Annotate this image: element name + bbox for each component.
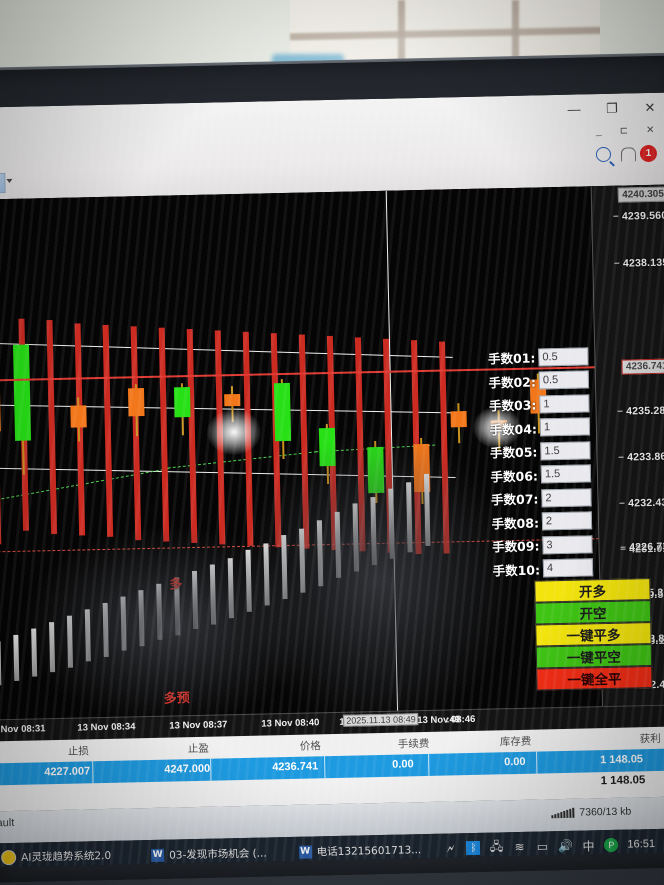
cell-swap: 0.00 [504, 755, 526, 769]
lot-label: 手数07: [490, 491, 539, 508]
wifi-icon[interactable]: ≋ [514, 839, 525, 855]
open-long-button[interactable]: 开多 [534, 578, 651, 603]
column-header-profit: 获利 [639, 732, 661, 746]
lot-input[interactable]: 1.5 [540, 441, 591, 461]
maximize-button[interactable]: ❐ [605, 100, 618, 116]
ime-indicator[interactable]: 中 [582, 838, 595, 854]
taskbar-item-ai-system[interactable]: AI灵珑趋势系统2.0 [0, 839, 119, 868]
taskbar-item-label: 03-发现市场机会 (... [168, 846, 267, 862]
lot-row[interactable]: 手数10: 4 [474, 556, 600, 582]
notification-badge[interactable]: 1 [639, 144, 658, 163]
open-short-button[interactable]: 开空 [534, 600, 652, 625]
inner-window-controls: _ ⊏ ✕ [596, 125, 655, 137]
word-doc-icon: W [298, 845, 312, 859]
close-button[interactable]: ✕ [644, 99, 656, 115]
system-tray[interactable]: 🗲 ᛒ 🖧 ≋ ▭ 🔊 中 P 16:51 [443, 836, 664, 856]
lot-row[interactable]: 手数01: 0.5 [469, 344, 595, 370]
taskbar-item-label: 电话13215601713... [316, 843, 422, 858]
time-tick: 13 Nov 08:31 [0, 723, 46, 736]
column-header-stoploss: 止损 [67, 745, 89, 758]
lot-label: 手数03: [488, 397, 537, 414]
toolbar-app-icon[interactable] [0, 173, 6, 194]
minimize-button[interactable]: — [567, 100, 581, 117]
lot-row[interactable]: 手数03: 1 [470, 391, 596, 417]
p-circle-icon[interactable]: P [604, 837, 619, 853]
lot-label: 手数08: [491, 515, 540, 532]
lot-row[interactable]: 手数04: 1 [471, 415, 597, 441]
lot-input[interactable]: 2 [541, 511, 593, 531]
time-tick: 13 Nov 08:40 [261, 717, 320, 730]
lot-label: 手数09: [491, 538, 540, 555]
search-icon[interactable] [595, 146, 612, 163]
total-profit: 1 148.05 [600, 774, 646, 788]
long-forecast-annotation: 多预 [163, 691, 190, 707]
bell-icon [620, 146, 637, 162]
close-everything-button[interactable]: 一键全平 [536, 666, 653, 691]
taskbar-clock[interactable]: 16:51 [627, 838, 656, 851]
column-header-commission: 手续费 [397, 737, 430, 751]
lot-input[interactable]: 2 [541, 488, 592, 508]
cell-commission: 0.00 [392, 758, 414, 771]
volume-icon[interactable]: 🔊 [557, 838, 574, 854]
lot-input[interactable]: 3 [542, 535, 593, 555]
lot-row[interactable]: 手数06: 1.5 [472, 462, 598, 488]
monitor-screen: — ❐ ✕ _ ⊏ ✕ 1 [0, 92, 664, 868]
lot-row[interactable]: 手数05: 1.5 [471, 438, 597, 464]
inner-restore-button[interactable]: ⊏ [619, 125, 629, 137]
lot-label: 手数06: [490, 468, 539, 485]
lot-input[interactable]: 1 [539, 394, 590, 414]
cell-profit: 1 148.05 [600, 753, 644, 767]
lot-input[interactable]: 0.5 [538, 370, 590, 390]
trading-panel[interactable]: 手数01: 0.5 手数02: 0.5 手数03: 1 手数04: 1 手数05… [469, 344, 653, 692]
taskbar-item-label: AI灵珑趋势系统2.0 [21, 849, 112, 864]
ai-app-icon [0, 849, 17, 865]
network-icon[interactable]: 🖧 [489, 838, 504, 854]
lot-row[interactable]: 手数07: 2 [472, 485, 598, 511]
usb-icon[interactable]: 🗲 [446, 840, 455, 856]
window-controls: — ❐ ✕ [566, 99, 658, 117]
column-header-takeprofit: 止盈 [187, 742, 209, 756]
word-doc-icon: W [150, 848, 165, 862]
lot-label: 手数01: [487, 350, 536, 367]
lot-input[interactable]: 0.5 [538, 347, 589, 367]
lot-input[interactable]: 4 [542, 558, 594, 578]
cell-stoploss: 4227.007 [44, 765, 91, 779]
lot-input[interactable]: 1.5 [540, 464, 592, 484]
search-and-notification: 1 [595, 144, 658, 163]
bluetooth-icon[interactable]: ᛒ [466, 840, 481, 856]
cell-takeprofit: 4247.000 [164, 762, 211, 776]
time-tick: 13 Nov 08:37 [169, 719, 228, 732]
chevron-down-icon[interactable] [6, 178, 13, 184]
inner-minimize-button[interactable]: _ [595, 126, 602, 138]
network-traffic: 7360/13 kb [551, 806, 631, 820]
long-entry-annotation: 多 [169, 577, 183, 593]
column-header-price: 价格 [299, 740, 321, 753]
cell-price: 4236.741 [272, 760, 319, 774]
signal-bars-icon [551, 807, 575, 819]
column-header-swap: 库存费 [499, 735, 532, 749]
network-traffic-label: 7360/13 kb [579, 805, 632, 819]
lot-label: 手数05: [489, 444, 538, 461]
window-chrome: — ❐ ✕ _ ⊏ ✕ 1 [0, 92, 664, 230]
lot-label: 手数10: [492, 562, 541, 579]
lot-row[interactable]: 手数09: 3 [473, 532, 599, 558]
lot-label: 手数02: [488, 374, 537, 391]
close-all-long-button[interactable]: 一键平多 [535, 622, 652, 647]
lot-row[interactable]: 手数02: 0.5 [470, 368, 596, 394]
lot-row[interactable]: 手数08: 2 [473, 509, 599, 535]
inner-close-button[interactable]: ✕ [645, 124, 655, 137]
lot-input[interactable]: 1 [539, 417, 591, 437]
close-all-short-button[interactable]: 一键平空 [535, 644, 653, 669]
lot-label: 手数04: [489, 421, 538, 438]
battery-icon[interactable]: ▭ [536, 839, 549, 854]
crosshair-time-tooltip: 2025.11.13 08:49 [343, 713, 419, 727]
profile-label: efault [0, 816, 15, 830]
time-tick: 13 Nov 08:34 [77, 721, 136, 734]
time-tick: :49 [446, 714, 461, 726]
